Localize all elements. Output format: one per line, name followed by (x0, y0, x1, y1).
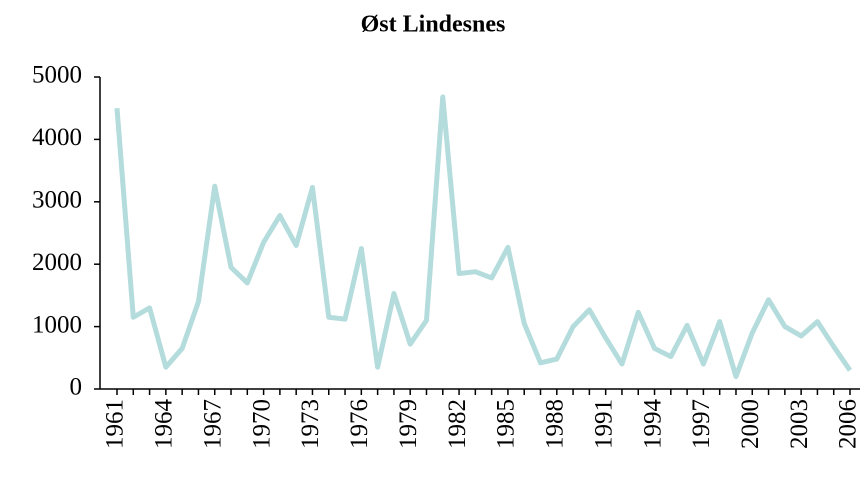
chart-title: Øst Lindesnes (361, 12, 506, 38)
y-tick-label: 0 (70, 374, 83, 401)
y-tick-label: 5000 (32, 62, 82, 89)
y-tick-label: 3000 (32, 187, 82, 214)
x-tick-label: 1973 (297, 399, 324, 449)
x-tick-label: 1967 (199, 399, 226, 449)
x-tick-label: 1976 (346, 399, 373, 449)
x-tick-label: 1988 (542, 399, 569, 449)
x-tick-label: 1964 (151, 399, 178, 450)
x-tick-label: 1970 (248, 399, 275, 449)
y-tick-label: 2000 (32, 249, 82, 276)
x-tick-label: 1985 (493, 399, 520, 449)
x-tick-label: 2006 (835, 399, 862, 449)
x-tick-label: 2003 (786, 399, 813, 449)
x-tick-label: 2000 (737, 399, 764, 449)
x-tick-label: 1997 (688, 399, 715, 449)
y-tick-label: 4000 (32, 124, 82, 151)
x-tick-label: 1982 (444, 399, 471, 449)
x-tick-label: 1994 (639, 399, 666, 450)
x-tick-label: 1991 (590, 399, 617, 449)
y-tick-label: 1000 (32, 311, 82, 338)
x-tick-label: 1961 (102, 399, 129, 449)
data-line (114, 94, 853, 380)
x-tick-label: 1979 (395, 399, 422, 449)
